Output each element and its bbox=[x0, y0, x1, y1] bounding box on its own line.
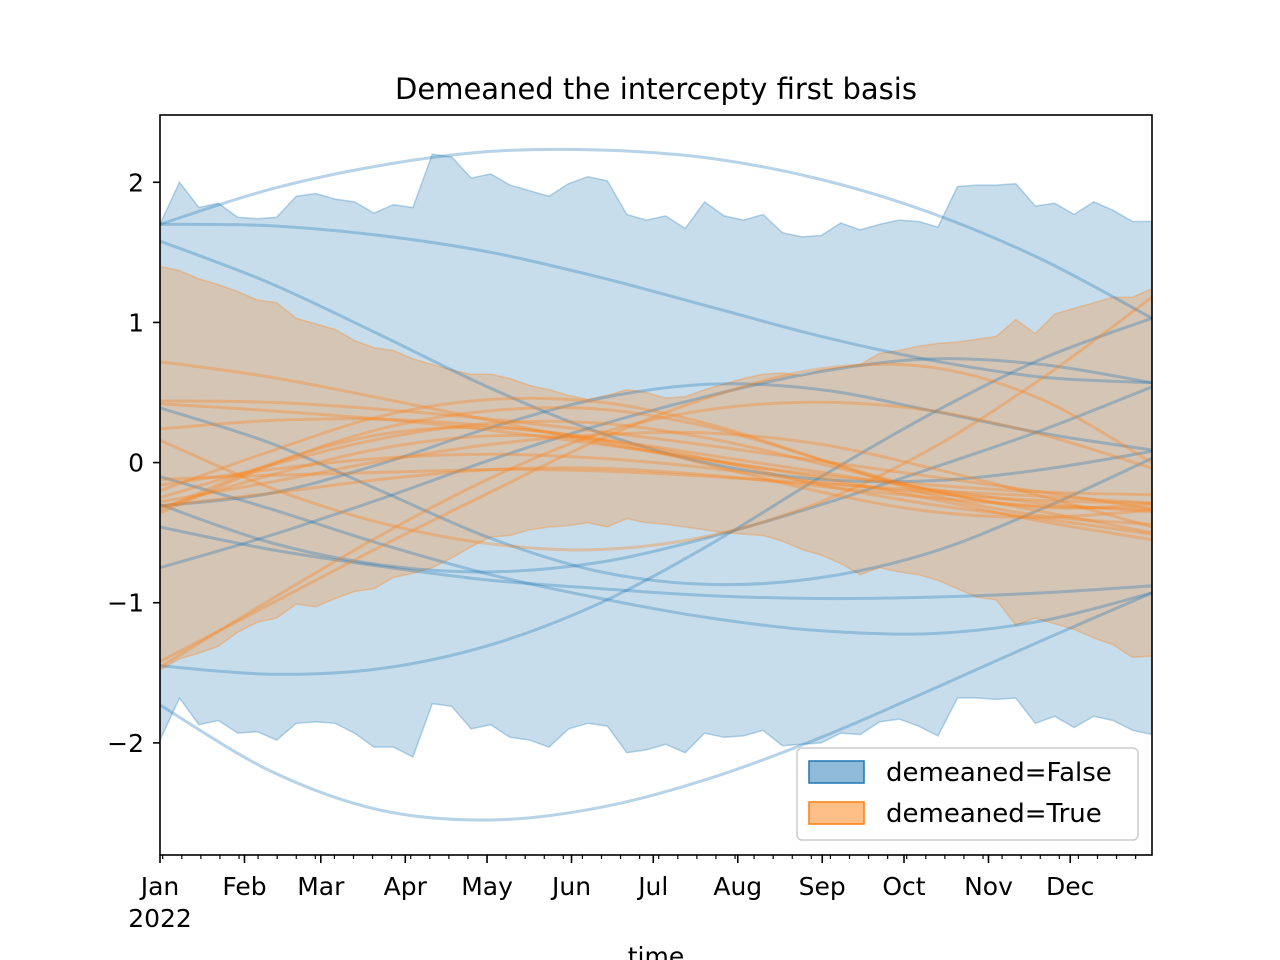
hdi-band-demeaned-false bbox=[160, 153, 1152, 758]
draw-line-demeaned-true-6 bbox=[160, 430, 1152, 529]
draw-line-demeaned-true-15 bbox=[160, 425, 1152, 519]
draw-line-demeaned-false-7 bbox=[160, 475, 1152, 636]
draw-line-demeaned-true-5 bbox=[160, 295, 1152, 552]
x-year-label: 2022 bbox=[128, 904, 192, 933]
plot-area bbox=[160, 147, 1152, 822]
legend-swatch-demeaned-true bbox=[808, 801, 865, 825]
y-tick-label: 2 bbox=[128, 168, 144, 197]
x-axis-label: time bbox=[628, 942, 684, 960]
draw-line-demeaned-false-4 bbox=[160, 239, 1152, 484]
legend-label-demeaned-false: demeaned=False bbox=[886, 758, 1112, 788]
draw-line-demeaned-false-10 bbox=[160, 357, 1152, 570]
draw-line-demeaned-true-1 bbox=[160, 360, 1152, 497]
draw-line-demeaned-false-1 bbox=[160, 147, 1152, 320]
draw-line-demeaned-true-4 bbox=[160, 417, 1152, 514]
y-tick-label: −1 bbox=[107, 589, 144, 618]
draw-line-demeaned-true-12 bbox=[160, 400, 1152, 669]
draw-line-demeaned-false-9 bbox=[160, 525, 1152, 601]
draw-line-demeaned-true-13 bbox=[160, 466, 1152, 511]
draw-line-demeaned-true-7 bbox=[160, 419, 1152, 535]
draw-line-demeaned-true-3 bbox=[160, 402, 1152, 542]
legend: demeaned=False demeaned=True bbox=[796, 747, 1139, 841]
y-tick-label: 1 bbox=[128, 308, 144, 337]
x-tick-label: Jan bbox=[139, 872, 180, 901]
draw-line-demeaned-true-16 bbox=[160, 433, 1152, 536]
x-tick-label: May bbox=[461, 872, 513, 901]
draw-line-demeaned-true-14 bbox=[160, 452, 1152, 505]
legend-swatch-demeaned-false bbox=[808, 760, 865, 784]
draw-line-demeaned-false-2 bbox=[160, 591, 1152, 822]
y-axis: 2 1 0 −1 −2 bbox=[107, 168, 160, 758]
y-tick-label: −2 bbox=[107, 729, 144, 758]
draw-line-demeaned-false-11 bbox=[160, 382, 1152, 508]
draw-line-demeaned-true-11 bbox=[160, 362, 1152, 663]
x-tick-label: Mar bbox=[297, 872, 345, 901]
x-tick-label: Apr bbox=[384, 872, 428, 901]
legend-frame bbox=[796, 747, 1139, 841]
x-axis: Jan Feb Mar Apr May Jun Jul Aug Sep Oct Nov Dec bbox=[139, 855, 1137, 901]
x-tick-label: Oct bbox=[882, 872, 925, 901]
x-tick-label: Aug bbox=[713, 872, 762, 901]
x-tick-label: Sep bbox=[799, 872, 846, 901]
x-tick-label: Nov bbox=[964, 872, 1013, 901]
x-tick-label: Feb bbox=[222, 872, 266, 901]
legend-label-demeaned-true: demeaned=True bbox=[886, 799, 1102, 829]
draw-line-demeaned-false-6 bbox=[160, 406, 1152, 587]
plot-frame bbox=[159, 114, 1153, 856]
draw-line-demeaned-true-2 bbox=[160, 399, 1152, 511]
y-tick-label: 0 bbox=[128, 449, 144, 478]
x-tick-label: Jul bbox=[636, 872, 668, 901]
chart-title: Demeaned the intercepty first basis bbox=[395, 72, 917, 106]
hdi-band-demeaned-true bbox=[160, 265, 1152, 671]
draw-line-demeaned-true-10 bbox=[160, 406, 1152, 515]
draw-line-demeaned-false-8 bbox=[160, 385, 1152, 574]
x-tick-label: Jun bbox=[550, 872, 591, 901]
x-tick-label: Dec bbox=[1046, 872, 1094, 901]
draw-line-demeaned-false-5 bbox=[160, 316, 1152, 676]
draw-line-demeaned-false-3 bbox=[160, 222, 1152, 385]
draw-line-demeaned-true-8 bbox=[160, 396, 1152, 526]
draw-line-demeaned-true-9 bbox=[160, 468, 1152, 505]
